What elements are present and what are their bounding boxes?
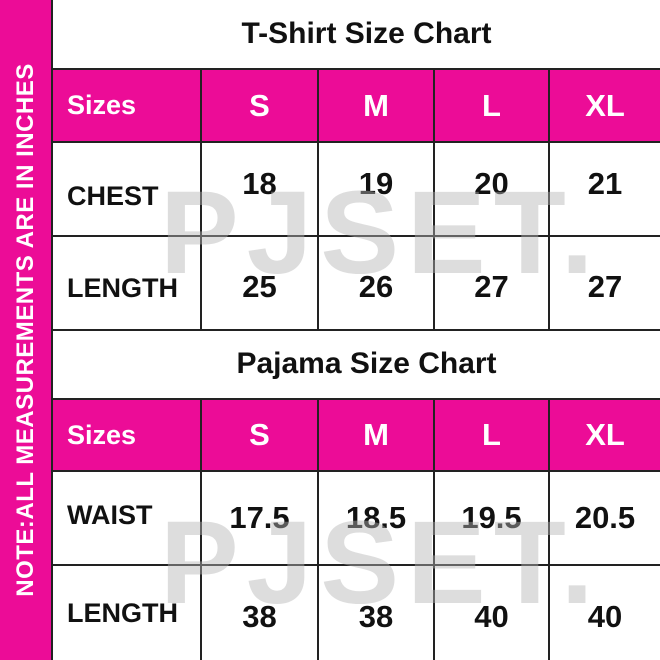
cell: 21 [548,143,660,235]
header-row: Sizes S M L XL [53,400,660,472]
cell: 19 [317,143,433,235]
cell: 18 [200,143,317,235]
note-text: NOTE:ALL MEASUREMENTS ARE IN INCHES [12,63,39,597]
cell: 40 [548,566,660,660]
cell: 38 [200,566,317,660]
header-cell: XL [548,70,660,141]
header-cell: Sizes [67,90,137,120]
row-label: CHEST [67,180,159,211]
cell: 40 [433,566,548,660]
header-cell: M [317,400,433,470]
header-cell: Sizes [67,419,137,450]
row-label: LENGTH [67,597,178,628]
header-cell: L [433,400,548,470]
note-sidebar: NOTE:ALL MEASUREMENTS ARE IN INCHES [0,0,53,660]
cell: 17.5 [200,472,317,564]
header-cell: S [200,70,317,141]
pajama-title: Pajama Size Chart [53,330,660,400]
tshirt-size-chart: T-Shirt Size Chart Sizes S M L XL CHEST … [53,0,660,331]
cell: 26 [317,237,433,329]
tshirt-title: T-Shirt Size Chart [53,0,660,70]
row-label: LENGTH [67,272,178,303]
row-label: WAIST [67,499,153,530]
header-cell: M [317,70,433,141]
cell: 38 [317,566,433,660]
cell: 27 [433,237,548,329]
cell: 19.5 [433,472,548,564]
cell: 27 [548,237,660,329]
header-cell: S [200,400,317,470]
table-row: WAIST 17.5 18.5 19.5 20.5 [53,472,660,566]
header-cell: XL [548,400,660,470]
table-row: LENGTH 25 26 27 27 [53,237,660,331]
cell: 20.5 [548,472,660,564]
header-row: Sizes S M L XL [53,70,660,143]
pajama-size-chart: Pajama Size Chart Sizes S M L XL WAIST 1… [53,330,660,660]
cell: 18.5 [317,472,433,564]
header-cell: L [433,70,548,141]
cell: 25 [200,237,317,329]
table-row: LENGTH 38 38 40 40 [53,566,660,660]
cell: 20 [433,143,548,235]
table-row: CHEST 18 19 20 21 [53,143,660,237]
